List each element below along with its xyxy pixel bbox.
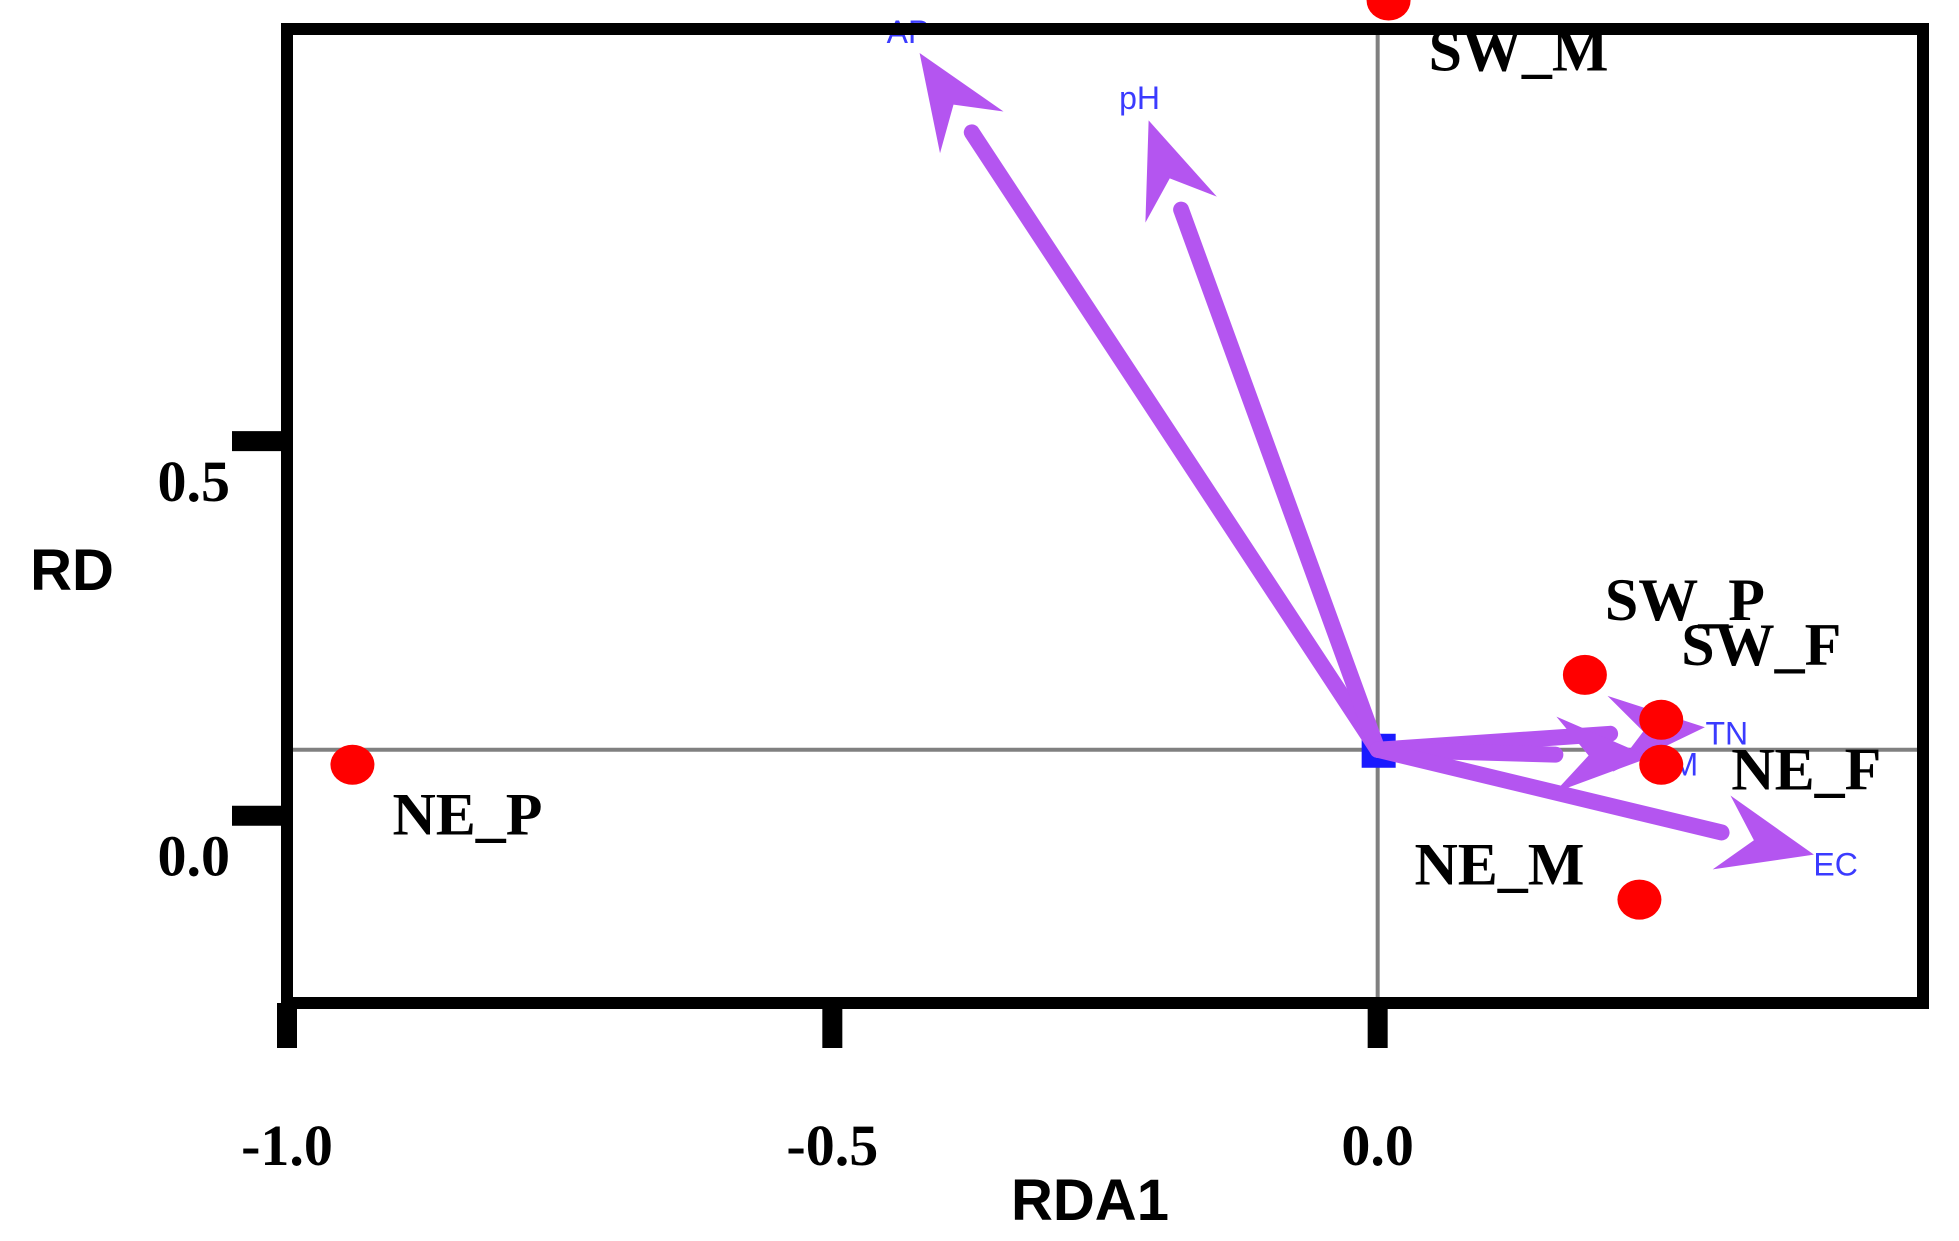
x-tick-label: 0.0 xyxy=(1341,1113,1414,1178)
vector-arrowhead-ph xyxy=(1145,120,1217,223)
site-label-sw-p: SW_P xyxy=(1605,567,1765,633)
site-label-ne-p: NE_P xyxy=(392,782,542,848)
x-axis-label: RDA1 xyxy=(1011,1168,1169,1233)
vector-label-ec: EC xyxy=(1813,846,1857,882)
axes-layer: -1.0 -0.5 0.0 0.0 0.5 xyxy=(158,29,1923,1178)
vector-layer: APpHTNOMEC xyxy=(887,14,1858,883)
y-tick-label: 0.5 xyxy=(158,449,231,514)
site-point-sw-f xyxy=(1639,699,1684,740)
x-tick-label: -0.5 xyxy=(786,1113,878,1178)
site-point-sw-m xyxy=(1366,0,1411,21)
vector-arrowhead-ap xyxy=(919,52,1004,154)
vector-arrowhead-ec xyxy=(1712,795,1814,870)
site-point-ne-m xyxy=(1617,879,1662,920)
y-axis-label: RD xyxy=(30,538,114,603)
site-layer: SW_MSW_PSW_FNE_FNE_PNE_M xyxy=(330,0,1881,920)
vector-arrow-ap xyxy=(963,124,1386,758)
site-point-ne-p xyxy=(330,744,375,785)
vector-label-tn: TN xyxy=(1706,715,1749,751)
site-label-ne-f: NE_F xyxy=(1731,737,1881,803)
vector-arrowhead-om xyxy=(1554,716,1651,793)
y-tick-label: 0.0 xyxy=(158,824,231,889)
site-point-sw-p xyxy=(1562,654,1607,695)
x-tick-label: -1.0 xyxy=(241,1113,333,1178)
site-label-sw-f: SW_F xyxy=(1681,612,1841,678)
plot-frame xyxy=(281,23,1929,1009)
site-point-ne-f xyxy=(1639,744,1684,785)
vector-arrow-ec xyxy=(1369,741,1730,841)
site-label-ne-m: NE_M xyxy=(1414,832,1584,898)
vector-label-ph: pH xyxy=(1119,80,1160,116)
vector-arrow-ph xyxy=(1173,201,1386,758)
